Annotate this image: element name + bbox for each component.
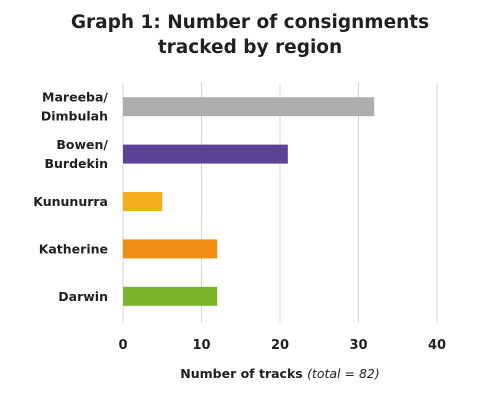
category-label-4-line-0: Darwin <box>58 289 108 304</box>
category-label-3: Katherine <box>39 241 108 256</box>
x-axis-label-main: Number of tracks <box>180 366 307 381</box>
x-tick-label-0: 0 <box>118 338 127 353</box>
x-axis-label: Number of tracks (total = 82) <box>180 366 379 381</box>
category-label-4: Darwin <box>58 289 108 304</box>
category-label-2-line-0: Kununurra <box>33 194 108 209</box>
chart-title-line-2: tracked by region <box>157 37 343 58</box>
category-label-1: Bowen/Burdekin <box>44 137 108 171</box>
category-label-3-line-0: Katherine <box>39 241 108 256</box>
category-label-1-line-1: Burdekin <box>44 156 108 171</box>
category-label-0-line-0: Mareeba/ <box>42 90 108 105</box>
x-tick-label-30: 30 <box>349 338 367 353</box>
category-label-2: Kununurra <box>33 194 108 209</box>
bar-2 <box>123 192 163 211</box>
bar-1 <box>123 144 288 164</box>
category-label-1-line-0: Bowen/ <box>56 137 108 152</box>
category-label-0: Mareeba/Dimbulah <box>41 90 109 124</box>
chart-title: Graph 1: Number of consignments tracked … <box>0 10 500 60</box>
category-label-0-line-1: Dimbulah <box>41 109 108 124</box>
chart-title-line-1: Graph 1: Number of consignments <box>70 12 430 33</box>
x-tick-label-40: 40 <box>428 338 446 353</box>
x-tick-label-10: 10 <box>192 338 210 353</box>
x-tick-label-20: 20 <box>271 338 289 353</box>
bar-4 <box>123 286 218 306</box>
x-axis-label-note: (total = 82) <box>307 366 380 381</box>
bar-0 <box>123 97 375 117</box>
bar-3 <box>123 239 218 259</box>
